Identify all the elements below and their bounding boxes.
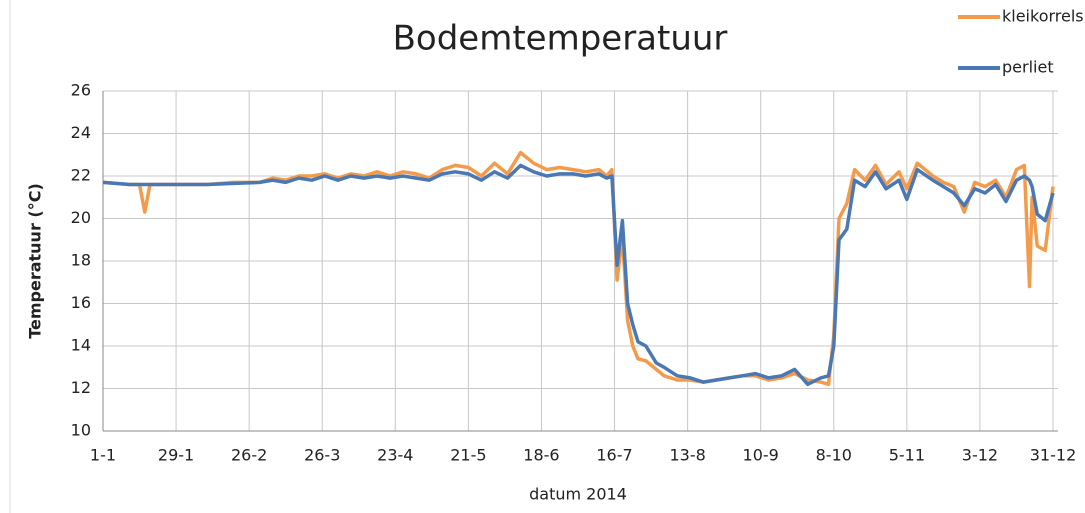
y-tick-label: 24 <box>71 123 91 142</box>
x-tick-label: 31-12 <box>1030 446 1077 465</box>
y-tick-label: 22 <box>71 166 91 185</box>
x-tick-label: 8-10 <box>816 446 852 465</box>
x-tick-label: 3-12 <box>962 446 998 465</box>
x-tick-label: 29-1 <box>158 446 194 465</box>
x-tick-label: 5-11 <box>889 446 925 465</box>
x-tick-label: 26-3 <box>304 446 340 465</box>
y-tick-label: 26 <box>71 81 91 100</box>
x-tick-label: 13-8 <box>669 446 705 465</box>
legend-label: perliet <box>1002 58 1054 77</box>
y-tick-label: 16 <box>71 293 91 312</box>
legend-label: kleikorrels <box>1002 7 1084 26</box>
x-tick-label: 23-4 <box>377 446 413 465</box>
y-tick-label: 18 <box>71 251 91 270</box>
data-line <box>102 150 1055 387</box>
y-tick-label: 10 <box>71 421 91 440</box>
data-line <box>102 163 1055 387</box>
x-tick-label: 16-7 <box>596 446 632 465</box>
y-axis-label: Temperatuur (°C) <box>26 183 45 339</box>
x-tick-label: 1-1 <box>90 446 116 465</box>
x-tick-label: 10-9 <box>743 446 779 465</box>
chart-title: Bodemtemperatuur <box>393 19 728 59</box>
y-tick-label: 20 <box>71 208 91 227</box>
x-tick-label: 21-5 <box>450 446 486 465</box>
x-axis-label: datum 2014 <box>529 485 627 504</box>
y-tick-label: 14 <box>71 336 91 355</box>
y-tick-label: 12 <box>71 378 91 397</box>
x-tick-label: 18-6 <box>523 446 559 465</box>
x-tick-label: 26-2 <box>231 446 267 465</box>
